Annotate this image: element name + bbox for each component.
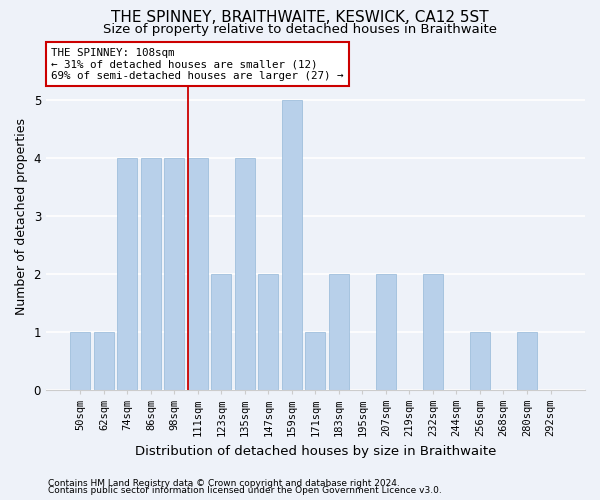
X-axis label: Distribution of detached houses by size in Braithwaite: Distribution of detached houses by size … [135, 444, 496, 458]
Bar [329, 274, 349, 390]
Text: THE SPINNEY: 108sqm
← 31% of detached houses are smaller (12)
69% of semi-detach: THE SPINNEY: 108sqm ← 31% of detached ho… [52, 48, 344, 81]
Bar [423, 274, 443, 390]
Bar [235, 158, 255, 390]
Text: THE SPINNEY, BRAITHWAITE, KESWICK, CA12 5ST: THE SPINNEY, BRAITHWAITE, KESWICK, CA12 … [111, 10, 489, 25]
Bar [376, 274, 396, 390]
Bar [164, 158, 184, 390]
Bar [517, 332, 537, 390]
Text: Size of property relative to detached houses in Braithwaite: Size of property relative to detached ho… [103, 22, 497, 36]
Bar [211, 274, 232, 390]
Bar [305, 332, 325, 390]
Bar [70, 332, 91, 390]
Text: Contains public sector information licensed under the Open Government Licence v3: Contains public sector information licen… [48, 486, 442, 495]
Bar [188, 158, 208, 390]
Bar [259, 274, 278, 390]
Y-axis label: Number of detached properties: Number of detached properties [15, 118, 28, 314]
Bar [118, 158, 137, 390]
Text: Contains HM Land Registry data © Crown copyright and database right 2024.: Contains HM Land Registry data © Crown c… [48, 478, 400, 488]
Bar [141, 158, 161, 390]
Bar [470, 332, 490, 390]
Bar [282, 100, 302, 390]
Bar [94, 332, 114, 390]
